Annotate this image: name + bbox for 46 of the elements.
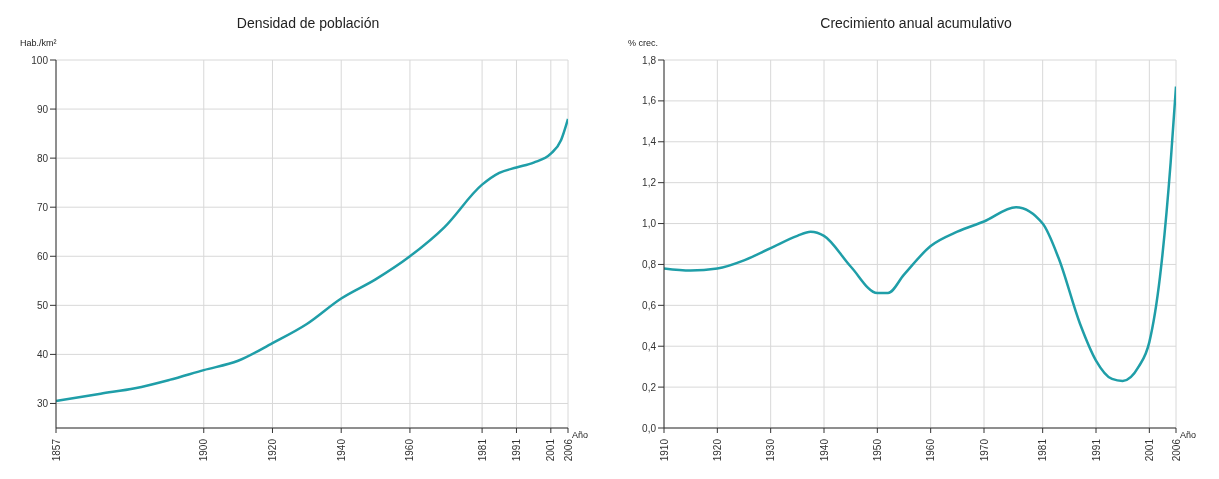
x-tick-label: 1960 (404, 438, 416, 462)
x-tick-label: 2001 (545, 438, 557, 462)
y-axis-title: Hab./km² (20, 38, 57, 48)
y-tick-label: 0,4 (642, 340, 657, 352)
y-tick-label: 0,8 (642, 258, 657, 270)
x-tick-label: 1930 (765, 438, 777, 462)
x-tick-label: 1960 (925, 438, 937, 462)
y-tick-label: 0,6 (642, 299, 657, 311)
x-tick-label: 1950 (871, 438, 883, 462)
y-tick-label: 30 (36, 398, 49, 410)
x-tick-label: 1991 (510, 438, 522, 462)
x-tick-label: 1900 (198, 438, 210, 462)
x-tick-label: 1991 (1090, 438, 1102, 462)
x-tick-label: 1940 (335, 438, 347, 462)
y-tick-label: 50 (36, 299, 49, 311)
y-tick-label: 1,2 (642, 177, 657, 189)
y-tick-label: 0,0 (642, 422, 657, 434)
y-tick-label: 60 (36, 250, 49, 262)
x-tick-label: 1857 (50, 438, 62, 462)
y-tick-label: 100 (31, 54, 49, 66)
chart-title: Crecimiento anual acumulativo (819, 14, 1013, 33)
x-tick-label: 1910 (658, 438, 670, 462)
x-tick-label: 1981 (476, 438, 488, 462)
y-tick-label: 80 (36, 152, 49, 164)
x-tick-label: 1940 (818, 438, 830, 462)
y-axis-title: % crec. (628, 38, 659, 48)
x-axis-title: Año (1180, 430, 1197, 440)
y-tick-label: 1,4 (642, 136, 657, 148)
x-tick-label: 2006 (1170, 438, 1182, 462)
line-series (664, 85, 1176, 383)
y-tick-label: 1,0 (642, 218, 657, 230)
line-series (56, 117, 568, 403)
x-tick-label: 1920 (266, 438, 278, 462)
x-tick-label: 1981 (1037, 438, 1049, 462)
y-tick-label: 40 (36, 348, 49, 360)
x-axis-title: Año (572, 430, 589, 440)
x-tick-label: 2001 (1143, 438, 1155, 462)
x-tick-label: 1920 (711, 438, 723, 462)
x-tick-label: 2006 (562, 438, 574, 462)
y-tick-label: 1,6 (642, 95, 657, 107)
y-tick-label: 0,2 (642, 381, 657, 393)
chart-title: Densidad de población (235, 14, 381, 33)
x-tick-label: 1970 (978, 438, 990, 462)
y-tick-label: 1,8 (642, 54, 657, 66)
y-tick-label: 70 (36, 201, 49, 213)
y-tick-label: 90 (36, 103, 49, 115)
